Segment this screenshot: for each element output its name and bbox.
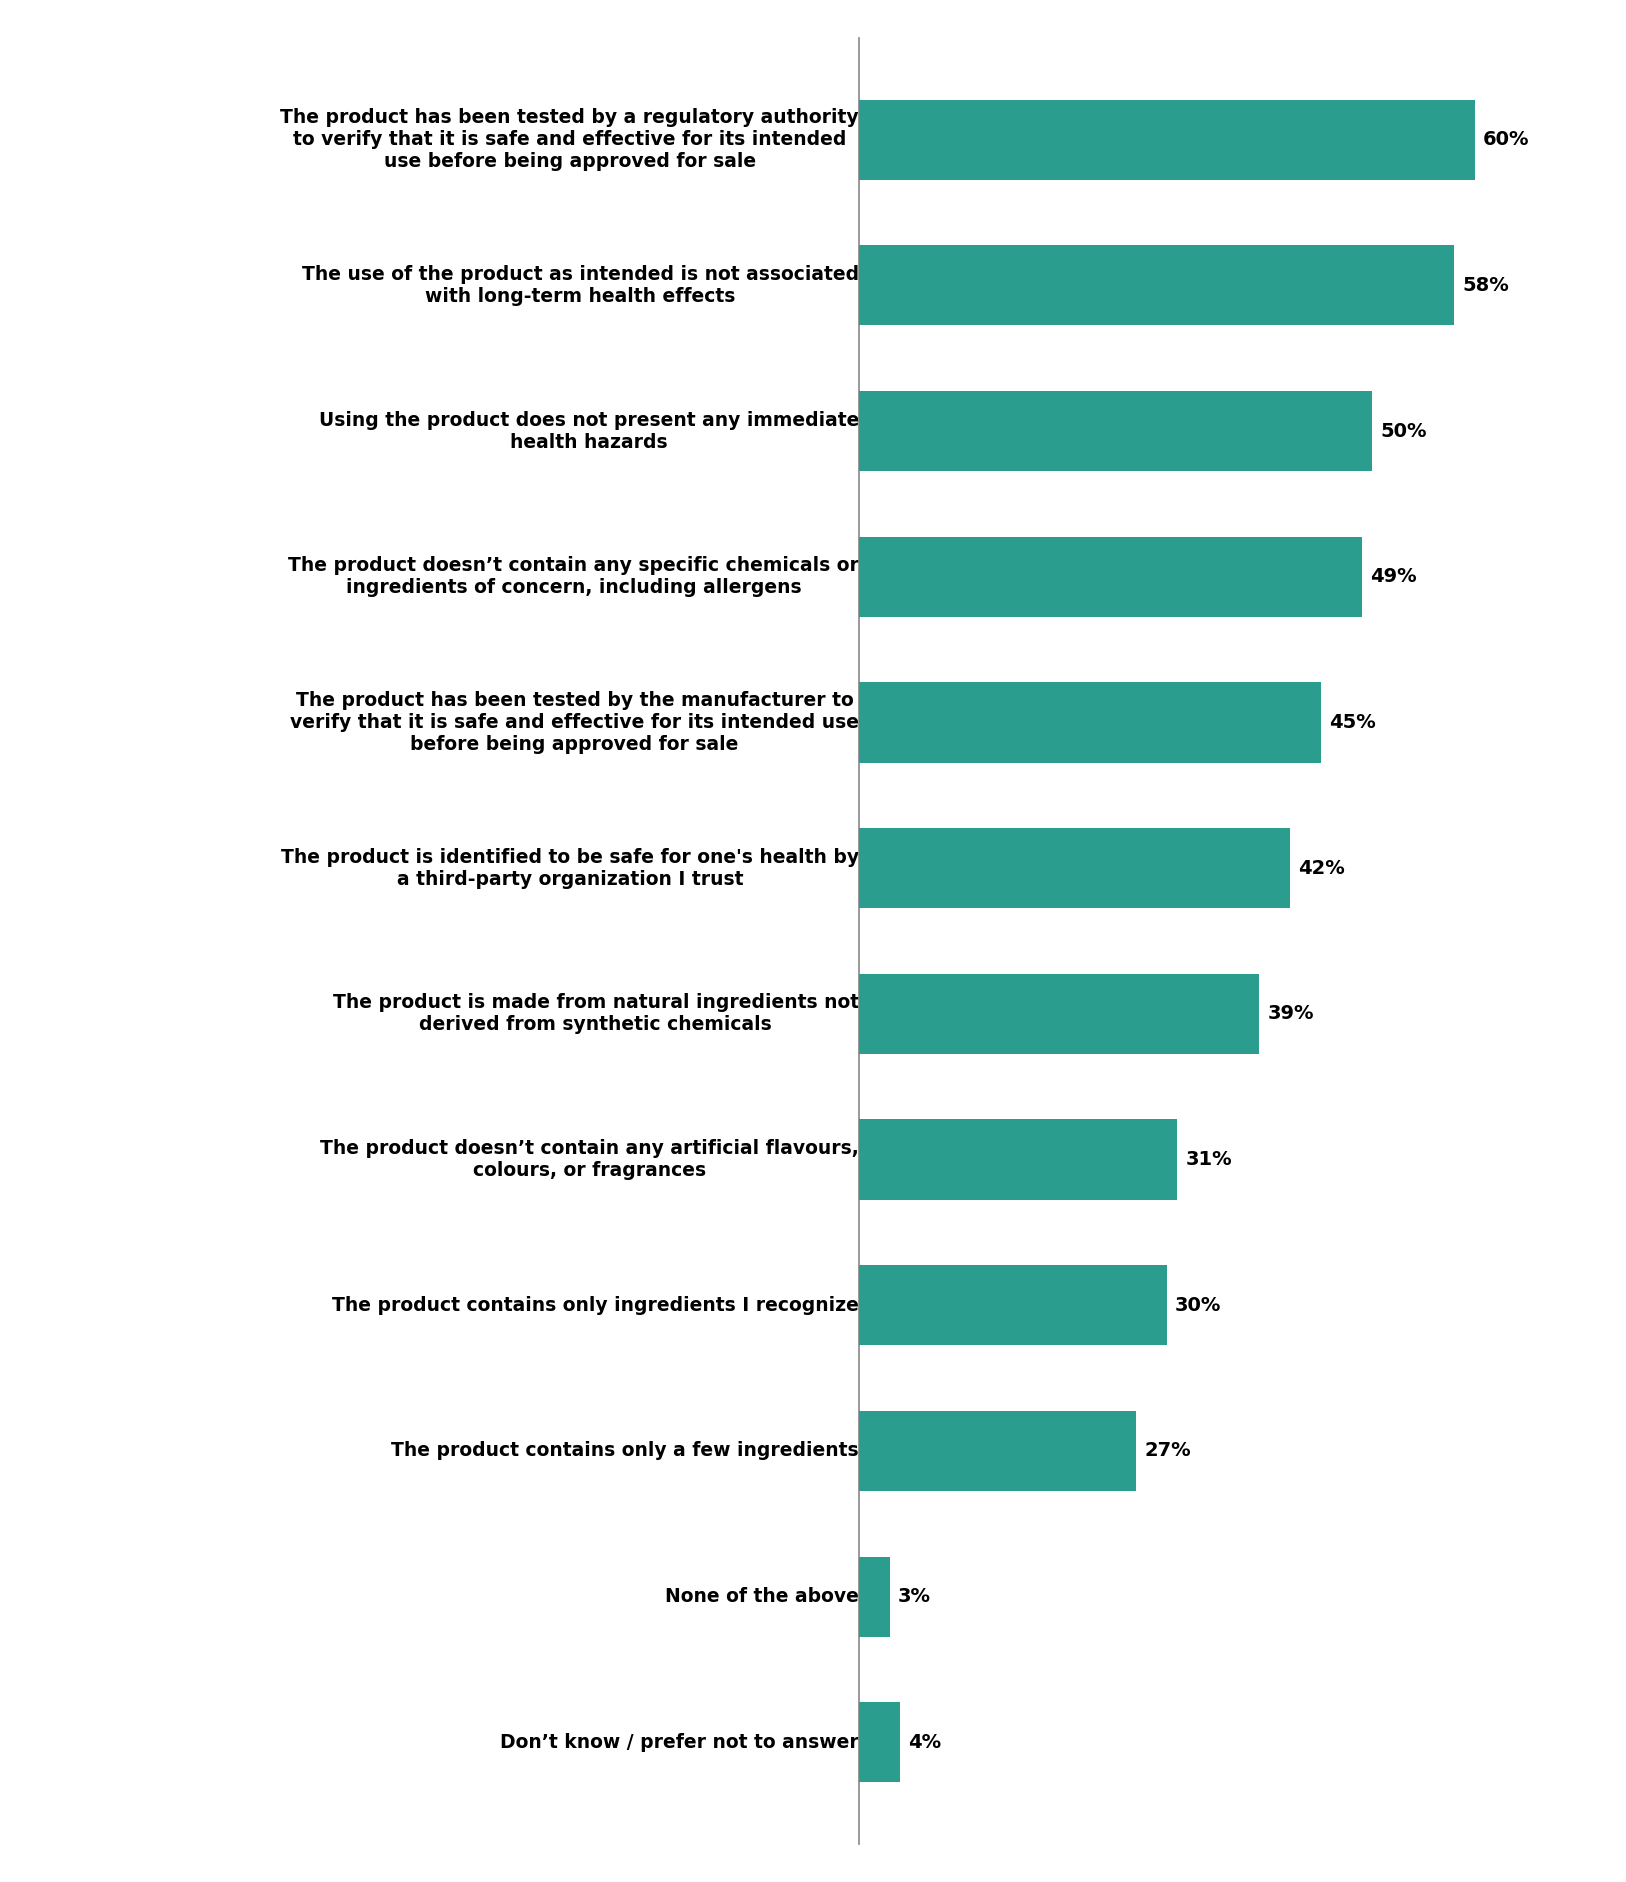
Text: The use of the product as intended is not associated
with long-term health effec: The use of the product as intended is no… bbox=[302, 265, 859, 307]
Bar bbox=[859, 536, 1361, 617]
Bar bbox=[859, 1412, 1137, 1491]
Text: Don’t know / prefer not to answer: Don’t know / prefer not to answer bbox=[501, 1733, 859, 1752]
Text: 50%: 50% bbox=[1380, 422, 1426, 440]
Text: 3%: 3% bbox=[898, 1587, 932, 1605]
Text: The product contains only a few ingredients: The product contains only a few ingredie… bbox=[392, 1442, 859, 1460]
Text: 49%: 49% bbox=[1371, 566, 1416, 585]
Text: 60%: 60% bbox=[1483, 130, 1530, 149]
Text: 4%: 4% bbox=[909, 1733, 941, 1752]
Text: The product doesn’t contain any specific chemicals or
ingredients of concern, in: The product doesn’t contain any specific… bbox=[288, 557, 859, 597]
Text: The product contains only ingredients I recognize: The product contains only ingredients I … bbox=[332, 1297, 859, 1316]
Bar bbox=[859, 1265, 1167, 1346]
Text: 58%: 58% bbox=[1462, 277, 1509, 295]
Bar bbox=[859, 828, 1289, 909]
Bar bbox=[859, 391, 1372, 470]
Text: The product has been tested by the manufacturer to
verify that it is safe and ef: The product has been tested by the manuf… bbox=[289, 691, 859, 755]
Text: 30%: 30% bbox=[1176, 1297, 1221, 1316]
Bar bbox=[859, 245, 1454, 326]
Text: None of the above: None of the above bbox=[665, 1587, 859, 1605]
Text: 27%: 27% bbox=[1145, 1442, 1190, 1460]
Text: 42%: 42% bbox=[1298, 858, 1345, 877]
Bar bbox=[859, 973, 1259, 1054]
Bar bbox=[859, 683, 1320, 762]
Text: The product is made from natural ingredients not
derived from synthetic chemical: The product is made from natural ingredi… bbox=[333, 994, 859, 1035]
Text: The product doesn’t contain any artificial flavours,
colours, or fragrances: The product doesn’t contain any artifici… bbox=[320, 1139, 859, 1180]
Bar bbox=[859, 100, 1475, 179]
Text: 31%: 31% bbox=[1185, 1150, 1233, 1169]
Bar bbox=[859, 1703, 899, 1782]
Bar bbox=[859, 1120, 1177, 1199]
Text: 45%: 45% bbox=[1328, 713, 1376, 732]
Bar bbox=[859, 1556, 889, 1637]
Text: The product has been tested by a regulatory authority
to verify that it is safe : The product has been tested by a regulat… bbox=[280, 107, 859, 171]
Text: The product is identified to be safe for one's health by
a third-party organizat: The product is identified to be safe for… bbox=[281, 847, 859, 888]
Text: 39%: 39% bbox=[1267, 1005, 1314, 1024]
Text: Using the product does not present any immediate
health hazards: Using the product does not present any i… bbox=[319, 410, 859, 452]
